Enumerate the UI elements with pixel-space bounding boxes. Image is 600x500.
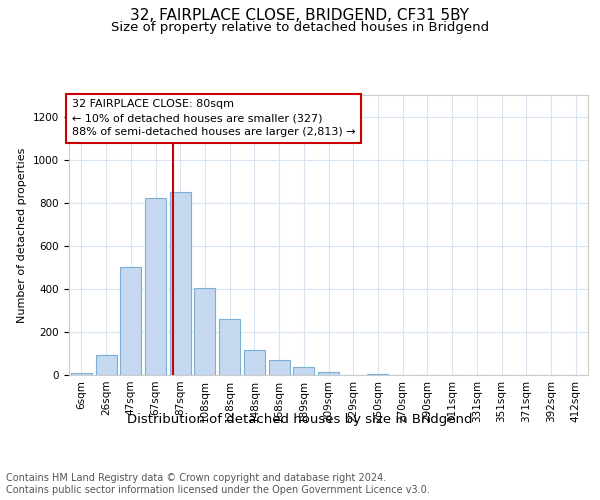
Text: Size of property relative to detached houses in Bridgend: Size of property relative to detached ho… [111,21,489,34]
Bar [293,368,314,375]
Bar [269,360,290,375]
Bar [145,198,166,375]
Text: Contains HM Land Registry data © Crown copyright and database right 2024.
Contai: Contains HM Land Registry data © Crown c… [6,474,430,495]
Bar [170,192,191,375]
Bar [318,372,339,375]
Bar [367,374,388,375]
Bar [244,350,265,375]
Bar [95,354,116,375]
Bar [120,268,141,375]
Bar [219,319,240,375]
Text: 32, FAIRPLACE CLOSE, BRIDGEND, CF31 5BY: 32, FAIRPLACE CLOSE, BRIDGEND, CF31 5BY [131,8,470,22]
Y-axis label: Number of detached properties: Number of detached properties [17,148,28,322]
Text: 32 FAIRPLACE CLOSE: 80sqm
← 10% of detached houses are smaller (327)
88% of semi: 32 FAIRPLACE CLOSE: 80sqm ← 10% of detac… [71,99,355,137]
Bar [71,373,92,375]
Text: Distribution of detached houses by size in Bridgend: Distribution of detached houses by size … [127,412,473,426]
Bar [194,288,215,375]
